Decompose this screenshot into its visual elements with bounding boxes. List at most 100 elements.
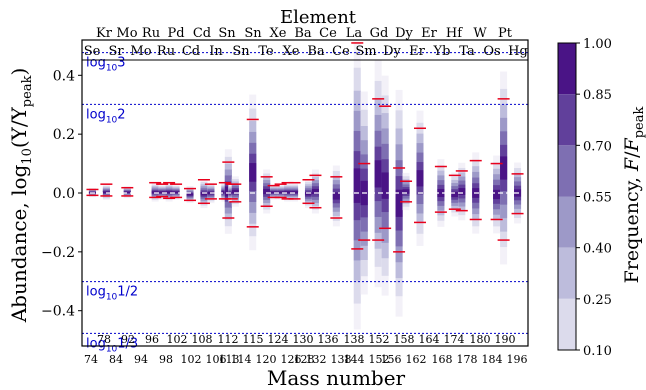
isotope-band: [172, 184, 180, 200]
inner-element-label: Ru: [157, 44, 175, 59]
colorbar-segment: [558, 298, 576, 350]
band-level: [374, 160, 382, 188]
top-element-label: Hf: [446, 26, 463, 41]
isotope-band: [493, 155, 501, 234]
y-axis: 0.4 0.2 0.0 −0.2 −0.4: [41, 68, 82, 320]
top-mass-label: 102: [167, 333, 188, 346]
band-level: [249, 163, 257, 182]
bottom-mass-label: 178: [457, 353, 478, 366]
isotope-band: [102, 184, 110, 200]
reference-lines: log103 log102 log101/2 log101/3: [82, 52, 528, 354]
isotope-band: [158, 184, 166, 200]
inner-element-label: Hg: [508, 44, 528, 59]
colorbar-label: Frequency, F/Fpeak: [621, 107, 646, 284]
reference-label: log103: [86, 56, 126, 74]
band-level: [437, 188, 445, 198]
isotope-band: [263, 169, 271, 214]
y-axis-label: Abundance, log10(Y/Ypeak): [7, 68, 35, 324]
band-level: [500, 156, 508, 180]
isotope-band: [270, 184, 278, 200]
reference-label: log101/3: [86, 336, 138, 354]
top-element-label: La: [346, 26, 363, 41]
top-mass-label: 92: [121, 333, 135, 346]
x-axis-label: Mass number: [267, 366, 406, 390]
top-element-label: Ru: [142, 26, 160, 41]
top-mass-label: 112: [218, 333, 239, 346]
band-level: [332, 192, 340, 200]
bottom-mass-label: 144: [344, 353, 365, 366]
band-level: [102, 191, 110, 194]
isotope-band: [332, 165, 340, 227]
isotope-band: [416, 110, 424, 246]
isotope-band: [291, 182, 299, 202]
bottom-mass-label: 168: [432, 353, 453, 366]
band-level: [231, 189, 239, 194]
colorbar: 1.00 0.85 0.70 0.55 0.40 0.25 0.10: [557, 37, 612, 359]
inner-element-label: Cd: [182, 44, 200, 59]
top-element-label: Pd: [167, 26, 184, 41]
bottom-mass-label: 106: [206, 353, 227, 366]
y-tick-label: 0.0: [53, 186, 75, 202]
top-element-label: Pt: [498, 26, 513, 41]
inner-element-label: In: [209, 44, 223, 59]
isotope-band: [381, 75, 389, 296]
band-level: [402, 189, 410, 194]
reference-label: log101/2: [86, 285, 138, 303]
top-element-label: Mo: [116, 26, 137, 41]
top-element-label: Xe: [270, 26, 287, 41]
y-tick-label: 0.4: [53, 68, 75, 84]
y-tick-label: −0.4: [41, 304, 75, 320]
isotope-band: [395, 89, 403, 317]
top-element-label: Sn: [244, 26, 262, 41]
top-element-label: Ce: [319, 26, 337, 41]
mass-labels: 78 92 96 102 108 112 115 124 130 136 138 152 158 164 1…: [84, 333, 528, 366]
isotope-band: [458, 162, 466, 221]
band-level: [284, 191, 292, 194]
top-mass-label: 108: [192, 333, 213, 346]
top-mass-label: 96: [145, 333, 159, 346]
top-mass-label: 130: [293, 333, 314, 346]
inner-element-label: Mo: [130, 44, 151, 59]
bottom-mass-label: 126: [281, 353, 302, 366]
inner-element-label: Se: [84, 44, 101, 59]
band-level: [304, 192, 312, 196]
colorbar-segment: [558, 247, 576, 299]
bottom-mass-label: 74: [84, 353, 98, 366]
band-level: [200, 192, 208, 196]
isotope-band: [374, 60, 382, 288]
inner-element-label: Sm: [355, 44, 376, 59]
colorbar-tick-label: 1.00: [583, 37, 612, 52]
band-level: [172, 191, 180, 194]
bottom-mass-label: 132: [306, 353, 327, 366]
isotope-band: [200, 179, 208, 209]
inner-element-label: Dy: [383, 44, 401, 59]
isotope-band: [451, 172, 459, 217]
band-level: [158, 191, 166, 194]
isotope-band: [249, 94, 257, 251]
top-element-label: Er: [421, 26, 437, 41]
top-mass-label: 164: [419, 333, 440, 346]
band-level: [353, 168, 361, 203]
top-mass-label: 78: [97, 333, 111, 346]
inner-element-label: Os: [483, 44, 500, 59]
colorbar-segment: [558, 43, 576, 95]
bottom-mass-label: 138: [331, 353, 352, 366]
top-element-label: Cd: [193, 26, 211, 41]
isotope-band: [284, 182, 292, 202]
top-element-label: Ba: [294, 26, 312, 41]
colorbar-segment: [558, 145, 576, 197]
band-level: [416, 170, 424, 187]
band-level: [493, 189, 501, 200]
inner-element-label: Er: [409, 44, 425, 59]
band-level: [165, 191, 173, 194]
bottom-mass-label: 162: [406, 353, 427, 366]
top-element-label: Gd: [370, 26, 389, 41]
isotope-band: [277, 184, 285, 200]
bottom-mass-label: 114: [231, 353, 252, 366]
red-bounds: [86, 42, 524, 253]
colorbar-tick-label: 0.40: [583, 242, 612, 257]
colorbar-tick-label: 0.70: [583, 139, 612, 154]
band-level: [123, 191, 131, 193]
inner-element-label: Ce: [332, 44, 350, 59]
